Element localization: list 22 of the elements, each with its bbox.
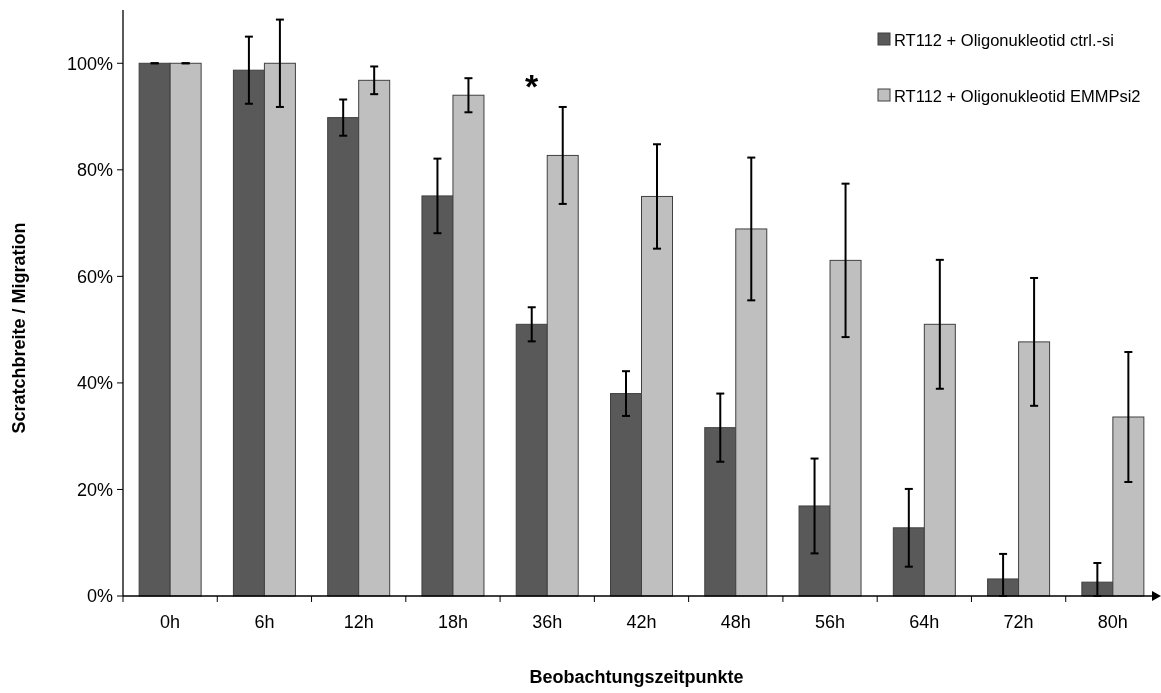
y-tick-label: 80% [76, 160, 113, 181]
x-tick-label: 18h [437, 612, 468, 632]
y-tick-label: 0% [86, 586, 113, 607]
legend-label: RT112 + Oligonukleotid EMMPsi2 [894, 86, 1141, 105]
x-tick-label: 56h [815, 612, 846, 632]
y-tick-label: 60% [76, 266, 113, 287]
x-tick-label: 48h [720, 612, 751, 632]
y-tick-label: 100% [66, 53, 113, 74]
x-tick-label: 36h [532, 612, 563, 632]
x-tick-label: 64h [909, 612, 940, 632]
annotation: * [525, 67, 540, 105]
y-tick-label: 40% [76, 373, 113, 394]
x-tick-label: 6h [254, 612, 275, 632]
x-tick-label: 12h [343, 612, 374, 632]
x-tick-label: 72h [1003, 612, 1034, 632]
legend-label: RT112 + Oligonukleotid ctrl.-si [894, 30, 1114, 49]
x-tick-label: 0h [160, 612, 181, 632]
x-axis-title: Beobachtungszeitpunkte [529, 667, 744, 687]
y-axis-title: Scratchbreite / Migration [9, 222, 29, 434]
y-tick-label: 20% [76, 479, 113, 500]
x-tick-label: 42h [626, 612, 657, 632]
x-tick-label: 80h [1097, 612, 1128, 632]
